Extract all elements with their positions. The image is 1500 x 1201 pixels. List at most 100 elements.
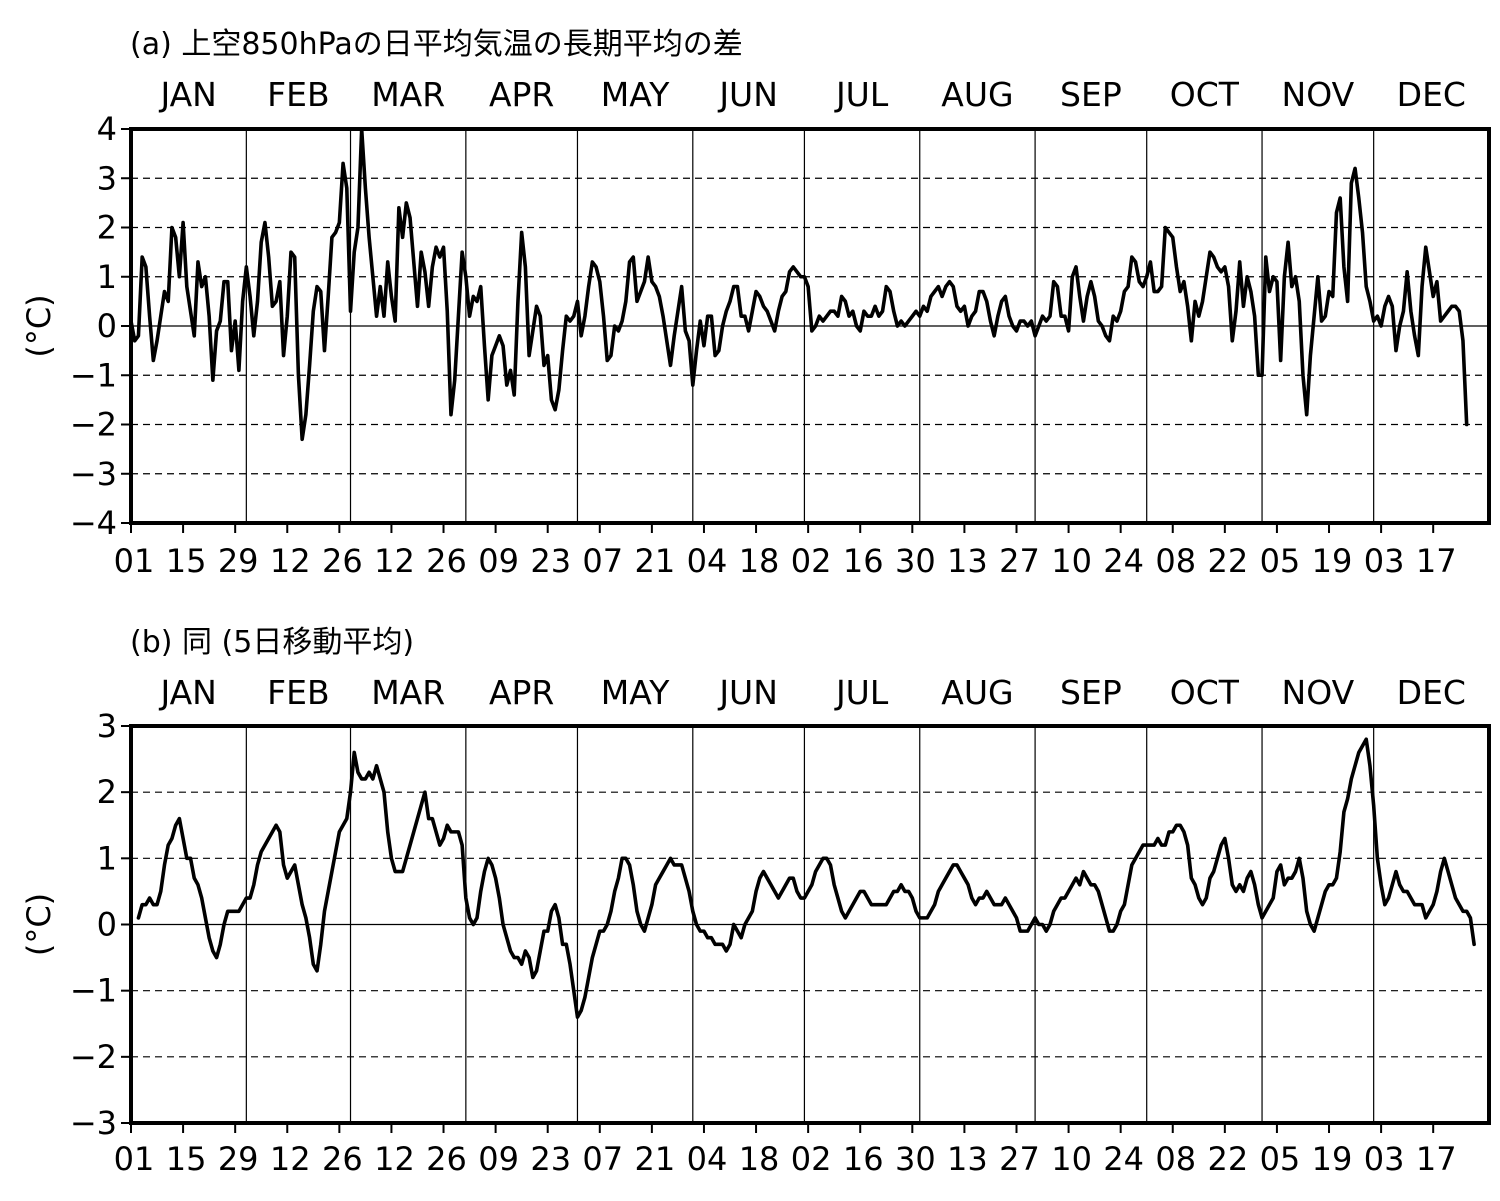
month-label: MAR (371, 75, 445, 114)
y-tick-label: 1 (97, 258, 117, 296)
x-tick-label: 19 (1312, 1140, 1353, 1178)
y-tick-label: 1 (97, 839, 117, 877)
y-tick-label: −4 (70, 504, 117, 542)
y-tick-label: 3 (97, 159, 117, 197)
plot-frame (129, 724, 1491, 1125)
x-tick-label: 24 (1103, 542, 1144, 580)
x-tick-label: 10 (1051, 542, 1092, 580)
x-tick-label: 26 (426, 1140, 467, 1178)
x-tick-label: 02 (791, 542, 832, 580)
x-tick-label: 02 (791, 1140, 832, 1178)
series-line (136, 737, 1476, 1019)
y-tick-label: −2 (70, 406, 117, 444)
x-tick-label: 15 (166, 542, 207, 580)
x-tick-label: 05 (1260, 542, 1301, 580)
month-label: DEC (1397, 75, 1466, 114)
chart-a-title: (a) 上空850hPaの日平均気温の長期平均の差 (130, 27, 743, 62)
x-tick-label: 22 (1207, 1140, 1248, 1178)
month-label: AUG (941, 75, 1013, 114)
month-label: JUL (834, 673, 889, 712)
y-tick-label: 0 (97, 906, 117, 944)
x-tick-label: 15 (166, 1140, 207, 1178)
x-tick-label: 26 (426, 542, 467, 580)
month-label: SEP (1060, 75, 1122, 114)
x-tick-label: 18 (739, 1140, 780, 1178)
x-tick-label: 26 (322, 1140, 363, 1178)
x-tick-label: 27 (999, 1140, 1040, 1178)
x-tick-label: 21 (635, 542, 676, 580)
x-tick-label: 04 (687, 1140, 728, 1178)
x-tick-label: 23 (530, 1140, 571, 1178)
month-label: JUN (717, 673, 778, 712)
y-tick-label: −2 (70, 1038, 117, 1076)
x-tick-label: 08 (1155, 542, 1196, 580)
y-tick-label: −1 (70, 356, 117, 394)
y-tick-label: −1 (70, 972, 117, 1010)
month-label: APR (489, 75, 554, 114)
x-tick-label: 09 (478, 542, 519, 580)
x-tick-label: 01 (114, 542, 155, 580)
x-tick-label: 30 (895, 542, 936, 580)
y-tick-label: 4 (97, 110, 117, 148)
month-label: MAY (601, 75, 670, 114)
month-label: JAN (158, 673, 216, 712)
x-tick-label: 30 (895, 1140, 936, 1178)
x-tick-label: 27 (999, 542, 1040, 580)
y-axis-label: (°C) (20, 294, 58, 357)
x-tick-label: 10 (1051, 1140, 1092, 1178)
month-label: SEP (1060, 673, 1122, 712)
plot-frame (129, 127, 1491, 525)
x-tick-label: 16 (843, 1140, 884, 1178)
x-tick-label: 13 (947, 1140, 988, 1178)
x-tick-label: 05 (1260, 1140, 1301, 1178)
x-tick-label: 12 (270, 1140, 311, 1178)
month-label: JUL (834, 75, 889, 114)
month-label: FEB (267, 673, 329, 712)
x-tick-label: 12 (374, 1140, 415, 1178)
x-tick-label: 08 (1155, 1140, 1196, 1178)
y-tick-label: 0 (97, 307, 117, 345)
y-tick-label: −3 (70, 455, 117, 493)
x-tick-label: 07 (582, 542, 623, 580)
x-tick-label: 03 (1364, 542, 1405, 580)
x-tick-label: 18 (739, 542, 780, 580)
x-tick-label: 19 (1312, 542, 1353, 580)
x-tick-label: 04 (687, 542, 728, 580)
month-label: JAN (158, 75, 216, 114)
month-label: FEB (267, 75, 329, 114)
x-tick-label: 24 (1103, 1140, 1144, 1178)
x-tick-label: 01 (114, 1140, 155, 1178)
x-tick-label: 12 (270, 542, 311, 580)
x-tick-label: 17 (1416, 1140, 1457, 1178)
x-tick-label: 03 (1364, 1140, 1405, 1178)
x-tick-label: 29 (218, 542, 259, 580)
x-tick-label: 21 (635, 1140, 676, 1178)
month-label: OCT (1170, 673, 1240, 712)
month-label: APR (489, 673, 554, 712)
month-label: MAY (601, 673, 670, 712)
x-tick-label: 26 (322, 542, 363, 580)
y-axis-label: (°C) (20, 893, 58, 956)
x-tick-label: 07 (582, 1140, 623, 1178)
chart-b-title: (b) 同 (5日移動平均) (130, 625, 414, 660)
y-tick-label: 2 (97, 773, 117, 811)
month-label: DEC (1397, 673, 1466, 712)
x-tick-label: 17 (1416, 542, 1457, 580)
month-label: NOV (1282, 673, 1355, 712)
x-tick-label: 23 (530, 542, 571, 580)
x-tick-label: 13 (947, 542, 988, 580)
x-tick-label: 22 (1207, 542, 1248, 580)
x-tick-label: 16 (843, 542, 884, 580)
y-tick-label: 2 (97, 209, 117, 247)
series-line (129, 127, 1469, 442)
month-label: NOV (1282, 75, 1355, 114)
x-tick-label: 09 (478, 1140, 519, 1178)
month-label: AUG (941, 673, 1013, 712)
y-tick-label: 3 (97, 707, 117, 745)
month-label: JUN (717, 75, 778, 114)
month-label: MAR (371, 673, 445, 712)
month-label: OCT (1170, 75, 1240, 114)
